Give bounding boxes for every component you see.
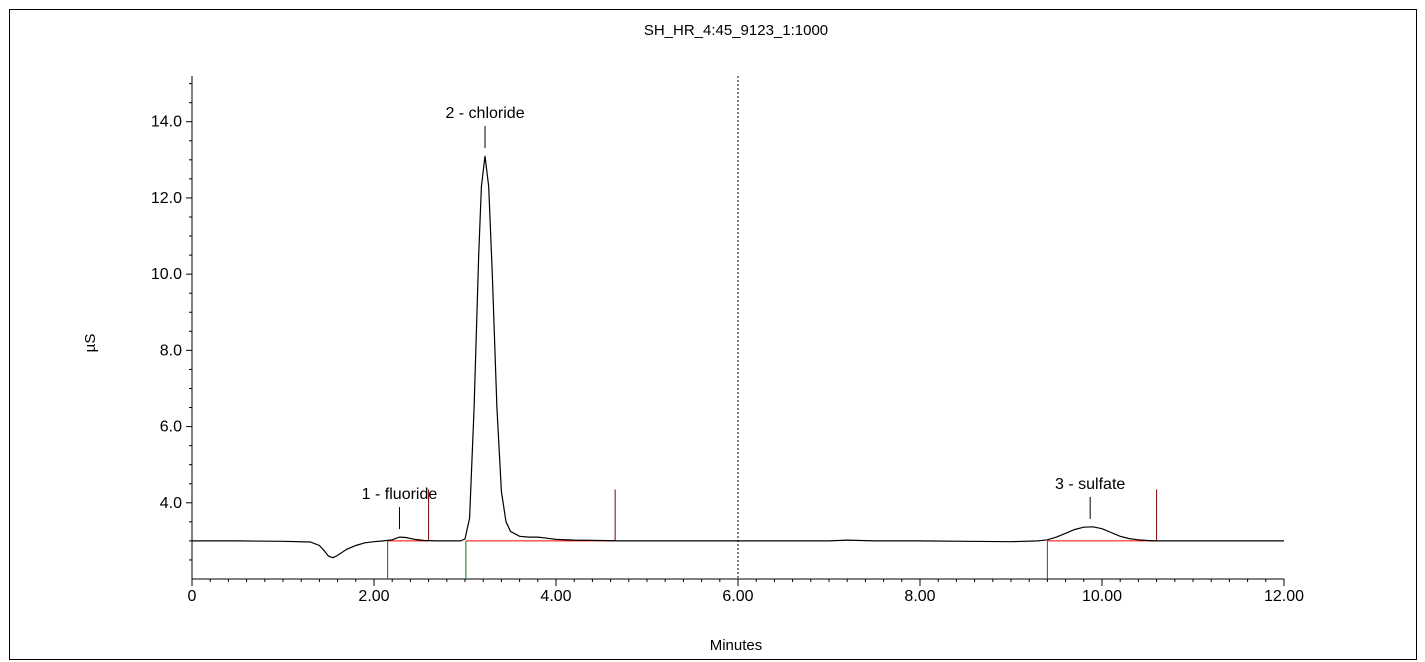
y-tick-label: 8.0: [160, 342, 182, 359]
y-tick-label: 14.0: [151, 114, 182, 131]
peak-label: 1 - fluoride: [362, 486, 438, 503]
x-axis-title: Minutes: [710, 637, 763, 654]
y-tick-label: 12.0: [151, 190, 182, 207]
y-tick-label: 4.0: [160, 495, 182, 512]
peak-label: 3 - sulfate: [1055, 476, 1125, 493]
x-tick-label: 6.00: [722, 588, 753, 605]
x-tick-label: 4.00: [540, 588, 571, 605]
y-axis-title: µS: [82, 334, 99, 353]
chromatogram-chart: SH_HR_4:45_9123_1:1000 µS Minutes 4.0 6.0…: [82, 22, 1304, 654]
chromatogram-trace: [192, 155, 1284, 559]
chart-frame: SH_HR_4:45_9123_1:1000 µS Minutes 4.0 6.0…: [9, 9, 1417, 660]
y-tick-label: 10.0: [151, 266, 182, 283]
x-tick-label: 0: [188, 588, 197, 605]
trace-layer: [192, 155, 1284, 559]
y-tick-label: 6.0: [160, 419, 182, 436]
peak-labels: 1 - fluoride 2 - chloride 3 - sulfate: [362, 105, 1125, 530]
chart-title: SH_HR_4:45_9123_1:1000: [644, 22, 828, 39]
x-tick-label: 8.00: [904, 588, 935, 605]
peak-label: 2 - chloride: [445, 105, 524, 122]
axis-ticks: 4.0 6.0 8.0 10.0 12.0 14.0 0 2.00 4.00 6.00 8.00 10…: [151, 76, 1304, 605]
x-tick-label: 2.00: [358, 588, 389, 605]
x-tick-label: 12.00: [1264, 588, 1304, 605]
x-tick-label: 10.00: [1082, 588, 1122, 605]
